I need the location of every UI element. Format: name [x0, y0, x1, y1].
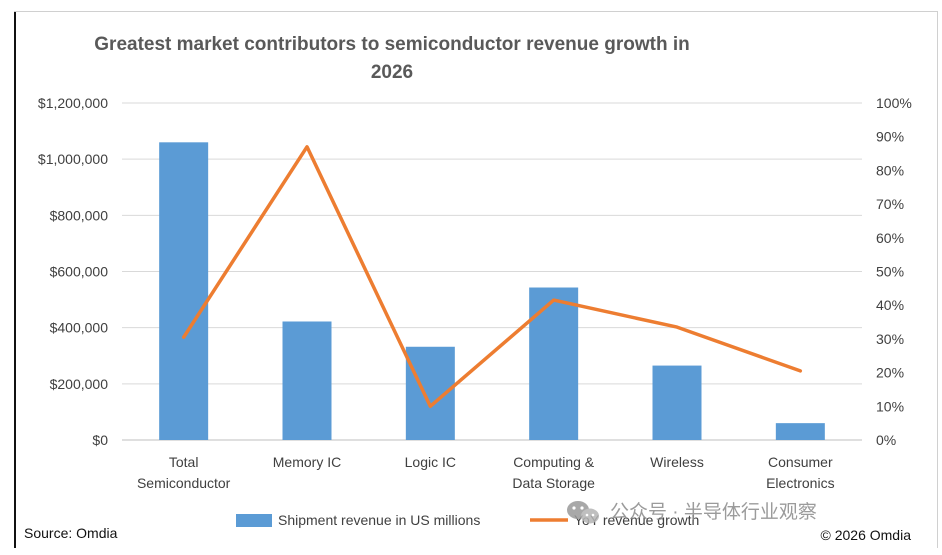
category-label: Logic IC: [405, 454, 456, 470]
left-axis-ticks: $0 $200,000 $400,000 $600,000 $800,000 $1,000…: [38, 95, 108, 448]
left-axis-tick-label: $1,000,000: [38, 151, 108, 167]
source-label: Source: Omdia: [24, 525, 118, 541]
bar: [775, 423, 825, 440]
frame-left-border: [14, 12, 16, 548]
right-axis-tick-label: 100%: [876, 95, 912, 111]
right-axis-ticks: 0% 10% 20% 30% 40% 50% 60% 70% 80% 90% 100%: [876, 95, 912, 448]
left-axis-tick-label: $400,000: [50, 320, 109, 336]
line-series: [181, 145, 803, 409]
copyright-label: © 2026 Omdia: [821, 527, 912, 543]
category-labels: Total Semiconductor Memory IC Logic IC Compu…: [137, 454, 835, 491]
line-path: [181, 145, 803, 409]
wechat-icon: [567, 501, 599, 524]
right-axis-tick-label: 90%: [876, 129, 904, 145]
category-label: Computing & Data Storage: [512, 454, 595, 491]
right-axis-tick-label: 70%: [876, 196, 904, 212]
legend: Shipment revenue in US millions YoY reve…: [236, 512, 699, 528]
chart-title: Greatest market contributors to semicond…: [94, 34, 689, 83]
left-axis-tick-label: $1,200,000: [38, 95, 108, 111]
category-label: Consumer Electronics: [766, 454, 834, 491]
bar-series: [159, 142, 825, 441]
left-axis-tick-label: $200,000: [50, 376, 109, 392]
bar: [652, 365, 702, 440]
left-axis-tick-label: $800,000: [50, 207, 109, 223]
chart-title-line-2: 2026: [371, 62, 413, 83]
right-axis-tick-label: 20%: [876, 365, 904, 381]
left-axis-tick-label: $600,000: [50, 264, 109, 280]
bar: [282, 321, 332, 440]
frame-right-border: [937, 11, 938, 548]
frame-top-border: [14, 11, 938, 12]
bar: [529, 287, 579, 440]
watermark-text: 公众号 · 半导体行业观察: [610, 501, 817, 523]
category-label: Wireless: [650, 454, 704, 470]
legend-bar-label: Shipment revenue in US millions: [278, 512, 480, 528]
bar: [159, 142, 209, 441]
left-axis-tick-label: $0: [92, 432, 108, 448]
category-label: Memory IC: [273, 454, 341, 470]
watermark: 公众号 · 半导体行业观察: [567, 501, 817, 524]
gridlines: [122, 102, 862, 441]
legend-line-label: YoY revenue growth: [574, 512, 699, 528]
right-axis-tick-label: 30%: [876, 331, 904, 347]
right-axis-tick-label: 0%: [876, 432, 896, 448]
right-axis-tick-label: 50%: [876, 264, 904, 280]
right-axis-tick-label: 10%: [876, 398, 904, 414]
right-axis-tick-label: 80%: [876, 162, 904, 178]
legend-bar-swatch: [236, 514, 272, 527]
category-label: Total Semiconductor: [137, 454, 231, 491]
right-axis-tick-label: 60%: [876, 230, 904, 246]
right-axis-tick-label: 40%: [876, 297, 904, 313]
chart-title-line-1: Greatest market contributors to semicond…: [94, 34, 689, 55]
